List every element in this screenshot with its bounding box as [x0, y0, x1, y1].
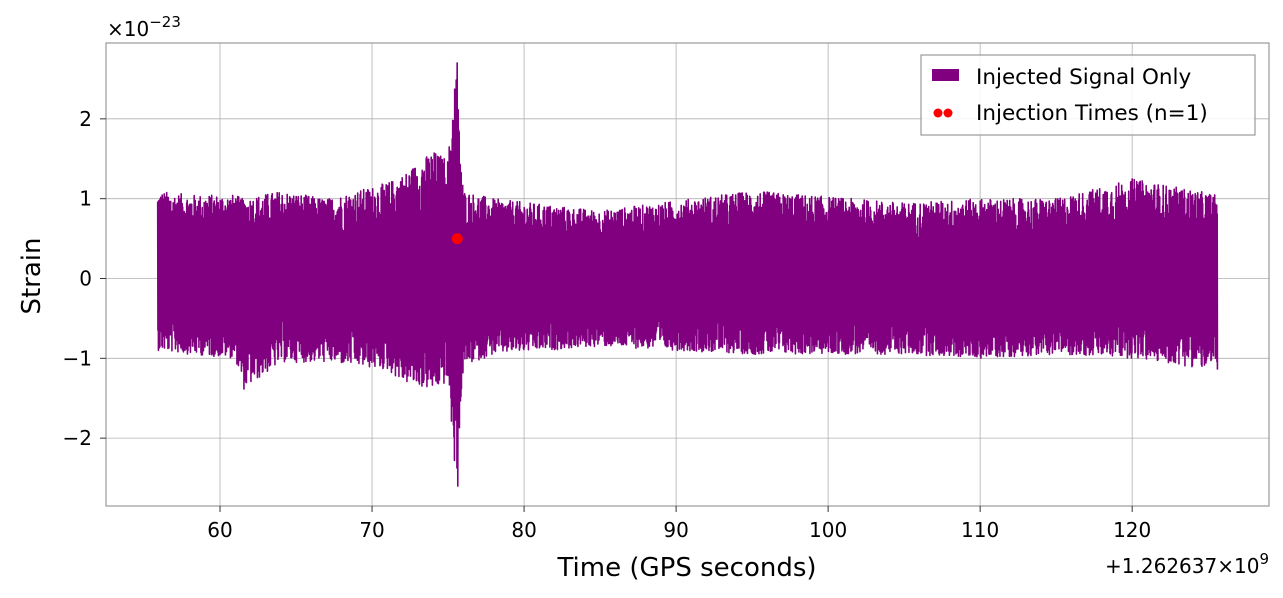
- y-multiplier-exponent: −23: [149, 13, 181, 31]
- legend-swatch-signal: [932, 69, 959, 81]
- x-tick-label: 90: [663, 518, 688, 542]
- y-multiplier-label: ×10−23: [107, 13, 181, 41]
- series-line-injected-signal: [156, 62, 1219, 487]
- legend-marker-injection-2: [943, 108, 953, 118]
- x-tick-label: 110: [961, 518, 999, 542]
- x-offset-exponent: 9: [1259, 550, 1269, 568]
- y-tick-label: 0: [79, 266, 92, 290]
- injection-time-point: [451, 233, 463, 245]
- y-axis-label: Strain: [17, 237, 47, 314]
- y-tick-label: −2: [63, 426, 92, 450]
- legend-label-signal: Injected Signal Only: [976, 65, 1192, 90]
- x-tick-label: 80: [511, 518, 536, 542]
- series-layer: [156, 62, 1219, 487]
- x-axis-ticks: 60 70 80 90 100 110 120: [207, 506, 1151, 542]
- y-tick-label: 2: [79, 107, 92, 131]
- plot-frame: [105, 42, 1270, 507]
- y-multiplier-base: ×10: [107, 17, 149, 41]
- y-tick-label: 1: [79, 187, 92, 211]
- x-axis-label: Time (GPS seconds): [556, 553, 816, 583]
- y-tick-label: −1: [63, 346, 92, 370]
- x-tick-label: 100: [809, 518, 847, 542]
- x-offset-label: +1.262637×109: [1105, 550, 1269, 578]
- x-tick-label: 70: [359, 518, 384, 542]
- x-offset-base: +1.262637×10: [1105, 554, 1259, 578]
- y-axis-ticks: −2 −1 0 1 2: [63, 107, 106, 450]
- legend-box: [920, 54, 1256, 136]
- x-tick-label: 120: [1113, 518, 1151, 542]
- legend: Injected Signal Only Injection Times (n=…: [920, 54, 1256, 136]
- x-tick-label: 60: [207, 518, 232, 542]
- legend-marker-injection-1: [933, 108, 943, 118]
- legend-label-injection: Injection Times (n=1): [976, 101, 1208, 126]
